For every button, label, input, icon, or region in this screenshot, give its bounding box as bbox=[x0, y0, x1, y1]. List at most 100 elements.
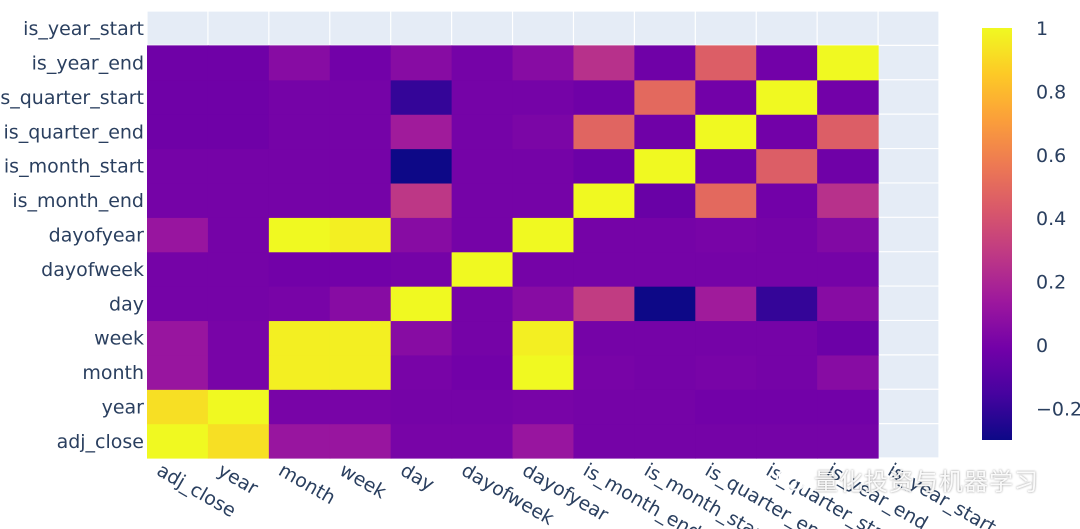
heatmap-cell-is_month_start-is_month_end bbox=[573, 148, 635, 184]
heatmap-cell-is_quarter_start-dayofyear bbox=[512, 79, 575, 115]
heatmap-cell-week-is_month_start bbox=[634, 320, 696, 356]
heatmap-cell-month-is_month_start bbox=[634, 354, 696, 390]
heatmap-cell-year-dayofyear bbox=[512, 389, 575, 425]
heatmap-cell-is_year_end-is_quarter_end bbox=[695, 45, 757, 81]
heatmap-cell-is_month_end-is_quarter_start bbox=[756, 182, 818, 218]
heatmap-cell-adj_close-is_quarter_end bbox=[695, 423, 757, 459]
heatmap-cell-week-adj_close bbox=[147, 320, 209, 356]
heatmap-cell-is_quarter_start-adj_close bbox=[147, 79, 209, 115]
heatmap-cell-is_month_start-is_quarter_end bbox=[695, 148, 757, 184]
heatmap-cell-is_month_start-dayofweek bbox=[451, 148, 514, 184]
heatmap-cell-dayofweek-is_year_end bbox=[817, 251, 879, 287]
heatmap-cell-year-is_quarter_start bbox=[756, 389, 818, 425]
heatmap-cell-is_quarter_start-week bbox=[329, 79, 392, 115]
heatmap-cell-dayofweek-dayofyear bbox=[512, 251, 575, 287]
heatmap-cell-week-year bbox=[207, 320, 270, 356]
heatmap-cell-adj_close-is_quarter_start bbox=[756, 423, 818, 459]
heatmap-cell-week-is_year_end bbox=[817, 320, 879, 356]
y-tick-label-day: day bbox=[109, 293, 144, 315]
y-tick-label-is_quarter_start: is_quarter_start bbox=[0, 87, 144, 109]
heatmap-cell-is_quarter_start-day bbox=[390, 79, 453, 115]
heatmap-cell-adj_close-is_month_end bbox=[573, 423, 635, 459]
colorbar-tick-label: 0.2 bbox=[1036, 272, 1066, 294]
y-tick-label-is_year_end: is_year_end bbox=[32, 53, 144, 75]
heatmap-cell-is_quarter_start-dayofweek bbox=[451, 79, 514, 115]
heatmap-cell-adj_close-month bbox=[268, 423, 331, 459]
heatmap-cell-year-dayofweek bbox=[451, 389, 514, 425]
heatmap-cell-month-is_year_end bbox=[817, 354, 879, 390]
heatmap-cell-is_month_start-week bbox=[329, 148, 392, 184]
heatmap-cell-is_month_start-is_year_end bbox=[817, 148, 879, 184]
heatmap-cell-is_month_end-week bbox=[329, 182, 392, 218]
heatmap-cell-week-day bbox=[390, 320, 453, 356]
heatmap-cell-month-week bbox=[329, 354, 392, 390]
colorbar-tick-label: 0.4 bbox=[1036, 208, 1066, 230]
heatmap-cell-adj_close-is_month_start bbox=[634, 423, 696, 459]
heatmap-cell-adj_close-year bbox=[207, 423, 270, 459]
heatmap-cell-dayofyear-is_year_end bbox=[817, 217, 879, 253]
heatmap-cell-week-week bbox=[329, 320, 392, 356]
colorbar bbox=[982, 28, 1012, 440]
heatmap-cell-is_year_end-adj_close bbox=[147, 45, 209, 81]
heatmap-cell-dayofweek-week bbox=[329, 251, 392, 287]
heatmap-cell-dayofyear-dayofweek bbox=[451, 217, 514, 253]
y-tick-label-is_month_end: is_month_end bbox=[12, 190, 144, 212]
heatmap-cell-adj_close-day bbox=[390, 423, 453, 459]
heatmap-cell-dayofweek-is_month_start bbox=[634, 251, 696, 287]
heatmap-cell-is_quarter_start-is_month_end bbox=[573, 79, 635, 115]
heatmap-cell-day-adj_close bbox=[147, 286, 209, 322]
heatmap-cell-is_quarter_end-dayofyear bbox=[512, 114, 575, 150]
heatmap-cell-year-month bbox=[268, 389, 331, 425]
heatmap-cell-is_year_end-is_year_end bbox=[817, 45, 879, 81]
heatmap-cell-is_year_end-month bbox=[268, 45, 331, 81]
colorbar-tick-labels: 1 0.8 0.6 0.4 0.2 0 −0.2 bbox=[1036, 18, 1080, 420]
heatmap-cell-dayofyear-is_quarter_end bbox=[695, 217, 757, 253]
heatmap-cell-is_month_end-year bbox=[207, 182, 270, 218]
heatmap-cell-dayofyear-is_month_start bbox=[634, 217, 696, 253]
colorbar-tick-label: 0 bbox=[1036, 335, 1048, 357]
heatmap-cell-is_year_end-is_month_start bbox=[634, 45, 696, 81]
heatmap-cell-is_year_end-dayofyear bbox=[512, 45, 575, 81]
heatmap-cell-dayofyear-day bbox=[390, 217, 453, 253]
y-tick-label-is_month_start: is_month_start bbox=[4, 156, 144, 178]
x-tick-label-month: month bbox=[275, 459, 339, 509]
heatmap-cell-is_quarter_end-is_year_end bbox=[817, 114, 879, 150]
x-tick-label-week: week bbox=[336, 459, 390, 503]
heatmap-cell-is_quarter_start-is_year_end bbox=[817, 79, 879, 115]
heatmap-cell-dayofyear-year bbox=[207, 217, 270, 253]
heatmap-cell-dayofyear-week bbox=[329, 217, 392, 253]
heatmap-cell-month-is_month_end bbox=[573, 354, 635, 390]
y-tick-label-year: year bbox=[102, 396, 145, 418]
heatmap-cell-is_month_end-is_month_end bbox=[573, 182, 635, 218]
heatmap-cell-is_year_end-year bbox=[207, 45, 270, 81]
heatmap-cell-week-is_quarter_start bbox=[756, 320, 818, 356]
watermark-text: 量化投资与机器学习 bbox=[814, 468, 1039, 496]
heatmap-cell-day-month bbox=[268, 286, 331, 322]
heatmap-cell-month-year bbox=[207, 354, 270, 390]
heatmap-cell-is_quarter_end-day bbox=[390, 114, 453, 150]
heatmap-cell-week-dayofyear bbox=[512, 320, 575, 356]
heatmap-cell-is_month_end-is_month_start bbox=[634, 182, 696, 218]
heatmap-cell-dayofyear-adj_close bbox=[147, 217, 209, 253]
heatmap-cell-is_month_start-adj_close bbox=[147, 148, 209, 184]
heatmap-cell-year-adj_close bbox=[147, 389, 209, 425]
heatmap-cell-dayofweek-adj_close bbox=[147, 251, 209, 287]
heatmap-cell-week-is_quarter_end bbox=[695, 320, 757, 356]
heatmap-cell-year-is_quarter_end bbox=[695, 389, 757, 425]
heatmap-cell-month-adj_close bbox=[147, 354, 209, 390]
heatmap-cell-is_year_end-day bbox=[390, 45, 453, 81]
heatmap-cell-is_month_start-year bbox=[207, 148, 270, 184]
heatmap-cell-is_quarter_end-is_month_end bbox=[573, 114, 635, 150]
heatmap-cell-dayofweek-day bbox=[390, 251, 453, 287]
heatmap-cell-dayofyear-is_quarter_start bbox=[756, 217, 818, 253]
heatmap-cell-month-is_quarter_end bbox=[695, 354, 757, 390]
heatmap-cell-dayofweek-is_month_end bbox=[573, 251, 635, 287]
y-tick-label-adj_close: adj_close bbox=[57, 431, 144, 453]
heatmap-cell-is_quarter_end-is_month_start bbox=[634, 114, 696, 150]
heatmap-cell-day-is_quarter_end bbox=[695, 286, 757, 322]
heatmap-cell-day-dayofyear bbox=[512, 286, 575, 322]
heatmap-cell-year-is_month_start bbox=[634, 389, 696, 425]
heatmap-cell-dayofweek-year bbox=[207, 251, 270, 287]
heatmap-cell-day-is_month_end bbox=[573, 286, 635, 322]
heatmap-cell-year-week bbox=[329, 389, 392, 425]
